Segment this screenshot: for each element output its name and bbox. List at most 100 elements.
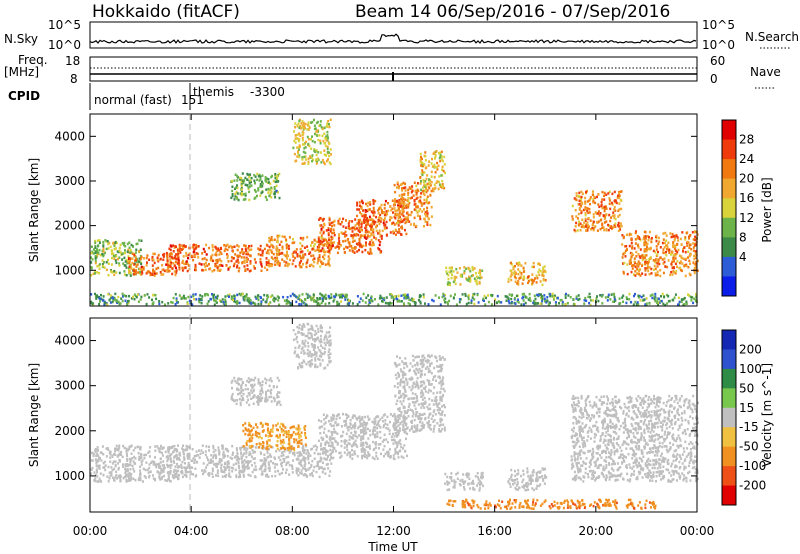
power-cell	[325, 244, 328, 248]
power-cell	[100, 293, 102, 297]
power-cell	[358, 300, 361, 304]
power-cell	[345, 219, 347, 222]
power-cell	[553, 296, 556, 299]
power-cell	[396, 209, 399, 212]
power-cell	[675, 252, 678, 255]
power-cell	[639, 299, 642, 302]
power-cell	[504, 295, 507, 298]
velocity-cell	[307, 452, 310, 455]
power-cell	[693, 257, 696, 261]
velocity-cell	[318, 475, 321, 479]
velocity-cell	[186, 452, 189, 456]
power-cell	[385, 234, 388, 237]
power-cell	[274, 258, 277, 261]
power-cell	[306, 127, 309, 131]
velocity-cell	[252, 445, 255, 448]
power-cell	[696, 269, 699, 272]
power-cell	[140, 262, 143, 266]
power-cell	[146, 271, 149, 274]
velocity-cell	[358, 425, 361, 428]
velocity-cell	[266, 451, 269, 455]
power-cell	[328, 242, 331, 245]
power-cell	[212, 299, 215, 302]
power-cell	[592, 216, 595, 219]
power-cell	[96, 248, 98, 251]
power-cell	[543, 269, 546, 273]
power-cell	[321, 134, 324, 138]
power-cell	[575, 195, 578, 198]
velocity-cell	[299, 460, 302, 463]
power-cell	[348, 301, 351, 305]
power-cell	[267, 261, 270, 264]
power-cell	[643, 254, 646, 257]
power-cell	[429, 223, 432, 227]
power-cell	[326, 139, 329, 142]
velocity-cell	[200, 449, 203, 452]
power-cell	[234, 173, 237, 176]
power-cell	[464, 294, 467, 297]
power-cell	[193, 253, 196, 257]
power-cell	[398, 200, 401, 204]
power-cell	[286, 257, 289, 260]
velocity-cell	[193, 455, 196, 458]
power-cell	[123, 294, 126, 297]
power-cell	[214, 245, 217, 249]
velocity-cell	[240, 470, 243, 474]
power-cell	[128, 258, 131, 261]
power-cell	[209, 267, 212, 270]
power-cell	[336, 251, 339, 255]
power-cell	[421, 202, 424, 206]
power-cell	[156, 258, 159, 262]
velocity-cell	[119, 479, 122, 483]
power-cell	[260, 296, 262, 300]
velocity-cell	[220, 470, 223, 473]
power-cell	[266, 177, 269, 180]
velocity-cell	[328, 458, 331, 462]
power-cell	[420, 164, 423, 167]
velocity-cell	[240, 455, 243, 459]
power-cell	[522, 278, 525, 281]
power-cell	[107, 293, 110, 296]
velocity-cell	[236, 448, 238, 452]
power-cell	[323, 132, 326, 135]
power-cell	[651, 296, 654, 300]
power-cell	[103, 266, 106, 269]
power-cell	[247, 247, 250, 250]
velocity-cell	[264, 474, 267, 477]
power-cell	[564, 303, 567, 306]
velocity-cell	[170, 464, 173, 467]
velocity-cell	[376, 432, 379, 435]
power-cell	[298, 126, 301, 130]
power-cell	[372, 218, 375, 222]
power-cell	[155, 297, 158, 301]
power-cell	[596, 220, 598, 224]
power-cell	[326, 122, 329, 125]
power-cell	[371, 228, 374, 231]
velocity-cell	[338, 416, 341, 420]
velocity-cell	[315, 464, 318, 468]
power-cell	[197, 245, 200, 248]
power-cell	[415, 224, 418, 228]
velocity-cell	[252, 451, 255, 454]
power-cell	[264, 195, 267, 199]
power-cell	[332, 220, 335, 224]
velocity-cell	[184, 462, 186, 465]
velocity-cell	[376, 457, 379, 460]
power-cell	[334, 295, 337, 299]
power-cell	[143, 294, 146, 297]
power-cell	[549, 301, 551, 305]
power-cell	[406, 295, 409, 298]
power-cell	[498, 301, 501, 304]
power-cell	[320, 249, 322, 253]
power-cell	[152, 270, 155, 274]
power-cell	[121, 258, 124, 261]
power-cell	[378, 222, 381, 226]
power-cell	[675, 243, 678, 246]
power-cell	[638, 237, 641, 240]
velocity-cell	[366, 456, 369, 460]
velocity-cell	[160, 470, 163, 473]
power-cell	[183, 262, 186, 266]
power-cell	[430, 162, 433, 165]
velocity-cell	[199, 452, 202, 455]
velocity-cell	[373, 457, 376, 461]
